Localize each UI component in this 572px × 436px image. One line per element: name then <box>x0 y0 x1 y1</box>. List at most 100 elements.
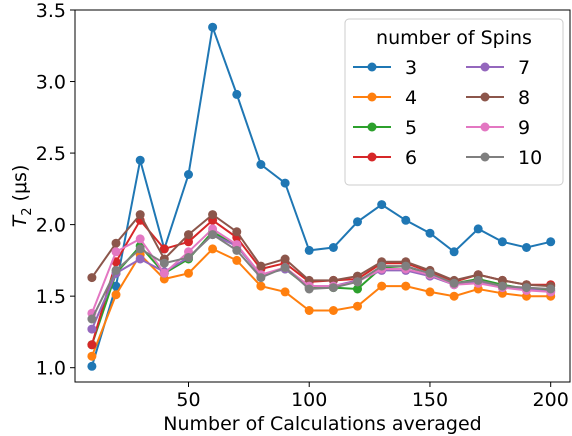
data-point <box>353 284 362 294</box>
y-tick-label: 3.0 <box>36 72 66 94</box>
legend-label: 8 <box>518 87 530 109</box>
y-axis-unit: (μs) <box>9 165 31 208</box>
data-point <box>184 268 193 278</box>
legend-marker <box>480 62 490 72</box>
data-point <box>401 281 411 291</box>
data-point <box>425 268 435 278</box>
data-point <box>135 244 145 254</box>
data-point <box>328 283 338 293</box>
y-axis-subscript: 2 <box>20 207 35 215</box>
y-tick-label: 2.0 <box>36 215 66 237</box>
data-point <box>546 284 556 294</box>
series-3 <box>87 22 556 371</box>
legend-marker <box>367 122 377 132</box>
data-point <box>377 281 387 291</box>
data-point <box>184 237 193 247</box>
data-point <box>328 306 338 315</box>
x-tick-label: 50 <box>176 389 200 411</box>
legend-label: 7 <box>518 57 530 79</box>
plot-marks <box>87 22 556 371</box>
data-point <box>232 245 242 255</box>
y-tick-label: 2.5 <box>36 143 66 165</box>
data-point <box>304 284 314 294</box>
x-tick-label: 150 <box>412 389 448 411</box>
data-point <box>304 245 314 255</box>
legend-label: 6 <box>405 147 417 169</box>
data-point <box>208 210 218 220</box>
data-point <box>232 255 242 265</box>
legend-item-8: 8 <box>466 87 530 109</box>
data-point <box>401 261 411 271</box>
legend-item-4: 4 <box>353 87 417 109</box>
legend-title: number of Spins <box>376 27 532 49</box>
data-point <box>159 244 169 254</box>
data-point <box>111 247 121 257</box>
data-point <box>135 155 145 165</box>
data-point <box>401 215 411 225</box>
data-point <box>353 277 362 287</box>
data-point <box>232 227 242 237</box>
data-point <box>522 283 531 293</box>
data-point <box>87 340 97 350</box>
data-point <box>87 324 97 334</box>
legend-marker <box>480 152 490 162</box>
data-point <box>159 258 169 268</box>
data-point <box>425 228 435 238</box>
y-axis-symbol: T <box>9 214 31 227</box>
data-point <box>184 253 193 262</box>
y-tick-label: 1.0 <box>36 358 66 380</box>
plot-frame <box>74 9 571 383</box>
data-point <box>135 254 145 264</box>
data-point <box>111 281 121 291</box>
data-point <box>522 243 531 252</box>
series-line <box>90 23 551 367</box>
legend-item-9: 9 <box>466 117 530 139</box>
data-point <box>87 351 97 361</box>
legend-label: 5 <box>405 117 417 139</box>
legend-label: 10 <box>518 147 542 169</box>
data-point <box>353 217 362 227</box>
data-point <box>449 278 459 288</box>
legend-label: 4 <box>405 87 417 109</box>
data-point <box>449 291 459 301</box>
data-point <box>208 230 218 240</box>
data-point <box>328 243 338 252</box>
data-point <box>256 281 266 291</box>
data-point <box>546 237 556 247</box>
data-point <box>497 281 507 291</box>
data-point <box>111 238 121 248</box>
data-point <box>497 237 507 247</box>
axes: 50 100 150 200 1.0 1.5 2.0 2.5 3.0 3.5 <box>36 0 569 411</box>
data-point <box>87 314 97 324</box>
legend: number of Spins 3 4 5 6 7 8 9 10 <box>344 18 564 186</box>
data-point <box>111 265 121 275</box>
data-point <box>353 301 362 311</box>
data-point <box>232 89 242 99</box>
series-4 <box>87 244 556 361</box>
legend-marker <box>480 122 490 132</box>
legend-label: 9 <box>518 117 530 139</box>
data-point <box>256 160 266 169</box>
data-point <box>280 178 290 188</box>
legend-item-3: 3 <box>353 57 417 79</box>
x-tick-label: 200 <box>533 389 569 411</box>
data-point <box>377 261 387 271</box>
legend-item-6: 6 <box>353 147 417 169</box>
data-point <box>159 268 169 278</box>
data-point <box>208 22 218 32</box>
data-point <box>184 170 193 179</box>
data-point <box>87 361 97 371</box>
legend-marker <box>367 152 377 162</box>
data-point <box>280 254 290 264</box>
legend-marker <box>367 62 377 72</box>
legend-item-5: 5 <box>353 117 417 139</box>
data-point <box>304 306 314 315</box>
y-axis-label: T2 (μs) <box>9 165 35 228</box>
x-axis-label: Number of Calculations averaged <box>163 413 482 435</box>
data-point <box>87 273 97 283</box>
y-tick-label: 1.5 <box>36 286 66 308</box>
data-point <box>280 287 290 297</box>
legend-marker <box>367 92 377 102</box>
data-point <box>473 224 483 234</box>
